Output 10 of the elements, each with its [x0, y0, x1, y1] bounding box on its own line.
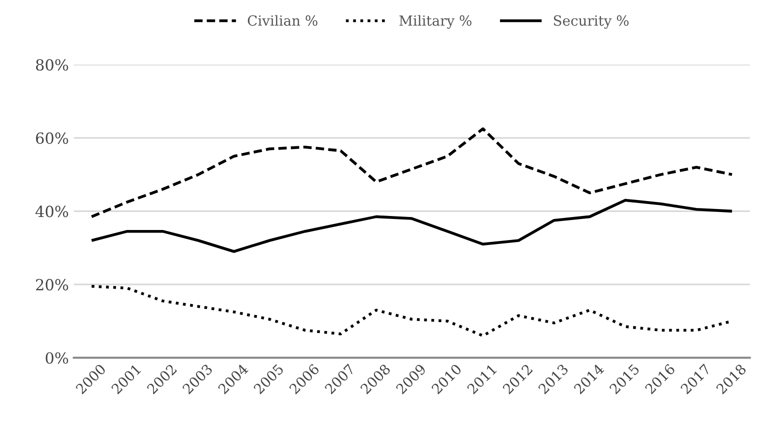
line-series [90, 198, 734, 253]
y-tick-label: 80% [36, 59, 68, 71]
y-tick-label: 40% [35, 206, 68, 218]
legend-label: Military % [399, 15, 472, 29]
y-tick-label: 60% [36, 132, 68, 144]
y-tick-label: 0% [46, 352, 68, 364]
line-series [90, 127, 734, 218]
legend-label: Security % [554, 15, 629, 29]
legend-label: Civilian % [248, 15, 318, 26]
y-tick-label: 20% [36, 278, 68, 290]
